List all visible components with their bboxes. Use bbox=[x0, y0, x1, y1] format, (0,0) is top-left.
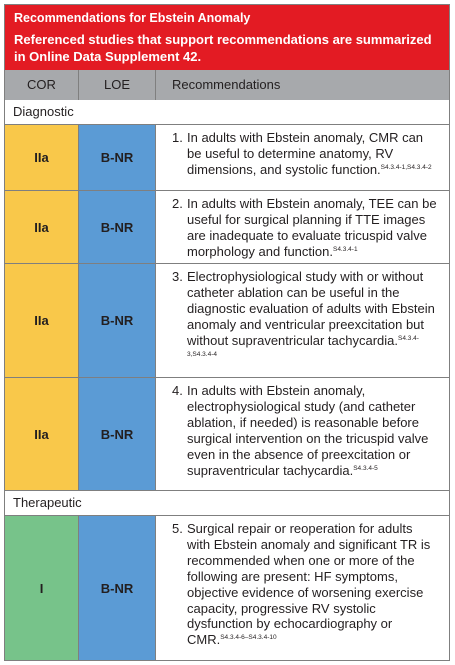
table-row: IIa B-NR 1. In adults with Ebstein anoma… bbox=[5, 125, 449, 191]
recommendation-text: In adults with Ebstein anomaly, electrop… bbox=[187, 383, 439, 490]
cor-cell: IIa bbox=[5, 264, 79, 377]
recommendation-cell: 2. In adults with Ebstein anomaly, TEE c… bbox=[156, 191, 449, 263]
reference-superscript: S4.3.4-3,S4.3.4-4 bbox=[187, 334, 419, 358]
recommendation-cell: 5. Surgical repair or reoperation for ad… bbox=[156, 516, 449, 660]
recommendation-body: In adults with Ebstein anomaly, electrop… bbox=[187, 383, 429, 478]
cor-cell: IIa bbox=[5, 378, 79, 490]
reference-superscript: S4.3.4-1 bbox=[332, 245, 358, 253]
table-row: IIa B-NR 4. In adults with Ebstein anoma… bbox=[5, 378, 449, 491]
subtitle-suffix: . bbox=[197, 49, 202, 64]
column-header-cor: COR bbox=[5, 70, 79, 100]
table-row: I B-NR 5. Surgical repair or reoperation… bbox=[5, 516, 449, 660]
table-row: IIa B-NR 3. Electrophysiological study w… bbox=[5, 264, 449, 378]
recommendation-text: Electrophysiological study with or witho… bbox=[187, 269, 439, 377]
recommendation-cell: 4. In adults with Ebstein anomaly, elect… bbox=[156, 378, 449, 490]
section-diagnostic: Diagnostic bbox=[5, 100, 449, 125]
table-subtitle: Referenced studies that support recommen… bbox=[14, 31, 440, 65]
recommendation-number: 2. bbox=[172, 196, 183, 211]
table-title: Recommendations for Ebstein Anomaly bbox=[14, 11, 251, 25]
recommendation-body: In adults with Ebstein anomaly, TEE can … bbox=[187, 196, 437, 259]
recommendation-body: In adults with Ebstein anomaly, CMR can … bbox=[187, 130, 424, 177]
recommendation-text: In adults with Ebstein anomaly, TEE can … bbox=[187, 196, 439, 263]
column-header-row: COR LOE Recommendations bbox=[5, 70, 449, 100]
table-header: Recommendations for Ebstein Anomaly Refe… bbox=[5, 5, 449, 70]
recommendation-body: Surgical repair or reoperation for adult… bbox=[187, 521, 431, 648]
table-row: IIa B-NR 2. In adults with Ebstein anoma… bbox=[5, 191, 449, 264]
recommendations-table: Recommendations for Ebstein Anomaly Refe… bbox=[4, 4, 450, 661]
loe-cell: B-NR bbox=[79, 125, 156, 190]
recommendation-cell: 3. Electrophysiological study with or wi… bbox=[156, 264, 449, 377]
recommendation-text: Surgical repair or reoperation for adult… bbox=[187, 521, 439, 660]
loe-cell: B-NR bbox=[79, 264, 156, 377]
recommendation-cell: 1. In adults with Ebstein anomaly, CMR c… bbox=[156, 125, 449, 190]
cor-cell: I bbox=[5, 516, 79, 660]
loe-cell: B-NR bbox=[79, 191, 156, 263]
online-data-supplement-link[interactable]: Online Data Supplement 42 bbox=[29, 49, 198, 64]
recommendation-number: 5. bbox=[172, 521, 183, 536]
recommendation-number: 3. bbox=[172, 269, 183, 284]
reference-superscript: S4.3.4-1,S4.3.4-2 bbox=[380, 163, 432, 171]
reference-superscript: S4.3.4-5 bbox=[353, 464, 378, 472]
cor-cell: IIa bbox=[5, 125, 79, 190]
recommendation-number: 4. bbox=[172, 383, 183, 398]
loe-cell: B-NR bbox=[79, 516, 156, 660]
recommendation-body: Electrophysiological study with or witho… bbox=[187, 269, 435, 348]
section-therapeutic: Therapeutic bbox=[5, 491, 449, 516]
subtitle-text: Referenced studies that support recommen… bbox=[14, 32, 432, 64]
column-header-recommendations: Recommendations bbox=[172, 77, 281, 92]
cor-cell: IIa bbox=[5, 191, 79, 263]
recommendation-number: 1. bbox=[172, 130, 183, 145]
column-header-loe: LOE bbox=[79, 70, 156, 100]
recommendation-text: In adults with Ebstein anomaly, CMR can … bbox=[187, 130, 439, 190]
loe-cell: B-NR bbox=[79, 378, 156, 490]
reference-superscript: S4.3.4-6–S4.3.4-10 bbox=[220, 634, 277, 642]
